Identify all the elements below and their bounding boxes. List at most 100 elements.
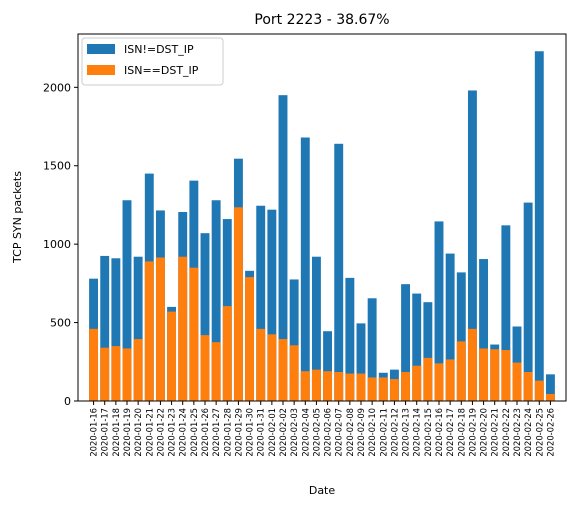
bar-isn-ne-2020-01-19	[122, 200, 132, 401]
bar-isn-eq-2020-02-06	[323, 371, 333, 401]
x-tick-label: 2020-02-12	[389, 408, 399, 457]
bar-isn-eq-2020-02-03	[289, 345, 299, 401]
y-tick-label: 1500	[43, 160, 71, 173]
x-tick-label: 2020-02-01	[267, 408, 277, 457]
bar-isn-ne-2020-02-06	[323, 331, 333, 401]
legend-swatch-isn-ne	[87, 44, 115, 54]
bar-isn-ne-2020-02-02	[278, 95, 288, 402]
bar-isn-eq-2020-01-30	[245, 277, 255, 401]
bar-isn-ne-2020-02-07	[334, 143, 344, 402]
x-tick-label: 2020-02-04	[300, 408, 310, 457]
plot-frame	[77, 33, 567, 402]
bar-isn-ne-2020-02-17	[445, 253, 455, 401]
bar-isn-eq-2020-01-17	[100, 347, 110, 401]
x-tick-label: 2020-02-24	[523, 408, 533, 457]
bar-isn-eq-2020-02-22	[501, 350, 511, 401]
bar-isn-eq-2020-01-25	[189, 267, 199, 401]
y-axis-label: TCP SYN packets	[11, 171, 24, 264]
x-tick-label: 2020-02-25	[534, 408, 544, 457]
bar-isn-eq-2020-02-25	[534, 380, 544, 401]
bar-isn-eq-2020-02-08	[345, 373, 355, 401]
y-tick-label: 0	[64, 395, 71, 408]
bar-isn-eq-2020-02-16	[434, 363, 444, 401]
bar-isn-ne-2020-02-05	[311, 256, 321, 401]
x-tick-label: 2020-02-05	[311, 408, 321, 457]
bar-isn-ne-2020-02-19	[467, 90, 477, 402]
bar-isn-ne-2020-01-26	[200, 233, 210, 401]
legend-label-isn-eq: ISN==DST_IP	[124, 64, 199, 77]
bar-isn-ne-2020-01-18	[111, 258, 121, 401]
x-tick-label: 2020-02-23	[512, 408, 522, 457]
bar-isn-eq-2020-02-12	[389, 379, 399, 401]
bar-isn-eq-2020-01-24	[178, 256, 188, 401]
bar-isn-eq-2020-01-27	[211, 342, 221, 401]
bar-isn-eq-2020-01-26	[200, 335, 210, 401]
bar-isn-ne-2020-02-24	[523, 202, 533, 401]
x-tick-label: 2020-02-03	[289, 408, 299, 457]
bar-isn-eq-2020-02-23	[512, 362, 522, 401]
x-tick-label: 2020-01-20	[133, 408, 143, 457]
legend: ISN!=DST_IP ISN==DST_IP	[81, 37, 224, 86]
x-axis: 2020-01-16 2020-01-17 2020-01-18 2020-01-19…	[89, 401, 555, 457]
bar-isn-ne-2020-02-13	[401, 284, 411, 401]
x-tick-label: 2020-02-18	[456, 408, 466, 457]
x-tick-label: 2020-01-25	[189, 408, 199, 457]
bar-isn-eq-2020-02-18	[456, 341, 466, 401]
bar-isn-eq-2020-01-23	[167, 311, 177, 401]
x-tick-label: 2020-01-27	[211, 408, 221, 457]
bar-isn-eq-2020-02-07	[334, 371, 344, 401]
x-tick-label: 2020-01-18	[111, 408, 121, 457]
x-tick-label: 2020-02-07	[334, 408, 344, 457]
x-tick-label: 2020-01-19	[122, 408, 132, 457]
bar-isn-eq-2020-02-09	[356, 373, 366, 401]
bar-isn-ne-2020-02-01	[267, 209, 277, 401]
x-axis-label: Date	[309, 484, 336, 497]
x-tick-label: 2020-01-30	[245, 408, 255, 457]
x-tick-label: 2020-02-15	[423, 408, 433, 457]
bar-isn-ne-2020-02-15	[423, 302, 433, 401]
x-tick-label: 2020-02-26	[545, 408, 555, 457]
x-tick-label: 2020-01-23	[167, 408, 177, 457]
legend-swatch-isn-eq	[87, 65, 115, 75]
x-tick-label: 2020-02-19	[467, 408, 477, 457]
x-tick-label: 2020-02-09	[356, 408, 366, 457]
bar-isn-eq-2020-02-21	[490, 349, 500, 401]
bar-isn-ne-2020-02-26	[545, 374, 555, 401]
chart-title: Port 2223 - 38.67%	[254, 12, 389, 28]
x-tick-label: 2020-01-22	[155, 408, 165, 457]
bar-isn-eq-2020-01-21	[144, 261, 154, 401]
bar-isn-ne-2020-02-04	[300, 137, 310, 401]
x-tick-label: 2020-02-06	[323, 408, 333, 457]
x-tick-label: 2020-02-10	[367, 408, 377, 457]
x-tick-label: 2020-01-31	[256, 408, 266, 457]
y-tick-label: 1000	[43, 238, 71, 251]
bar-isn-ne-2020-02-16	[434, 221, 444, 401]
x-tick-label: 2020-02-02	[278, 408, 288, 457]
x-tick-label: 2020-01-26	[200, 408, 210, 457]
bar-isn-eq-2020-02-17	[445, 359, 455, 401]
bar-isn-ne-2020-02-10	[367, 298, 377, 401]
bar-isn-ne-2020-01-31	[256, 205, 266, 401]
bar-isn-eq-2020-01-20	[133, 339, 143, 401]
x-tick-label: 2020-01-29	[233, 408, 243, 457]
bar-isn-eq-2020-01-31	[256, 328, 266, 401]
x-tick-label: 2020-02-22	[501, 408, 511, 457]
legend-label-isn-ne: ISN!=DST_IP	[124, 43, 194, 56]
bar-isn-ne-2020-02-25	[534, 51, 544, 401]
bar-isn-eq-2020-02-14	[412, 365, 422, 401]
bar-isn-eq-2020-02-04	[300, 371, 310, 401]
bar-isn-eq-2020-01-18	[111, 346, 121, 401]
y-axis: 0 500 1000 1500 2000	[43, 81, 78, 408]
legend-box	[81, 37, 224, 86]
bar-isn-eq-2020-02-01	[267, 334, 277, 401]
bar-isn-eq-2020-02-05	[311, 369, 321, 401]
x-tick-label: 2020-02-08	[345, 408, 355, 457]
x-tick-label: 2020-02-20	[479, 408, 489, 457]
y-tick-label: 500	[50, 317, 71, 330]
bar-isn-eq-2020-02-10	[367, 377, 377, 401]
bar-isn-ne-2020-01-17	[100, 255, 110, 401]
x-tick-label: 2020-01-17	[100, 408, 110, 457]
x-tick-label: 2020-02-17	[445, 408, 455, 457]
bar-isn-eq-2020-01-29	[233, 207, 243, 401]
